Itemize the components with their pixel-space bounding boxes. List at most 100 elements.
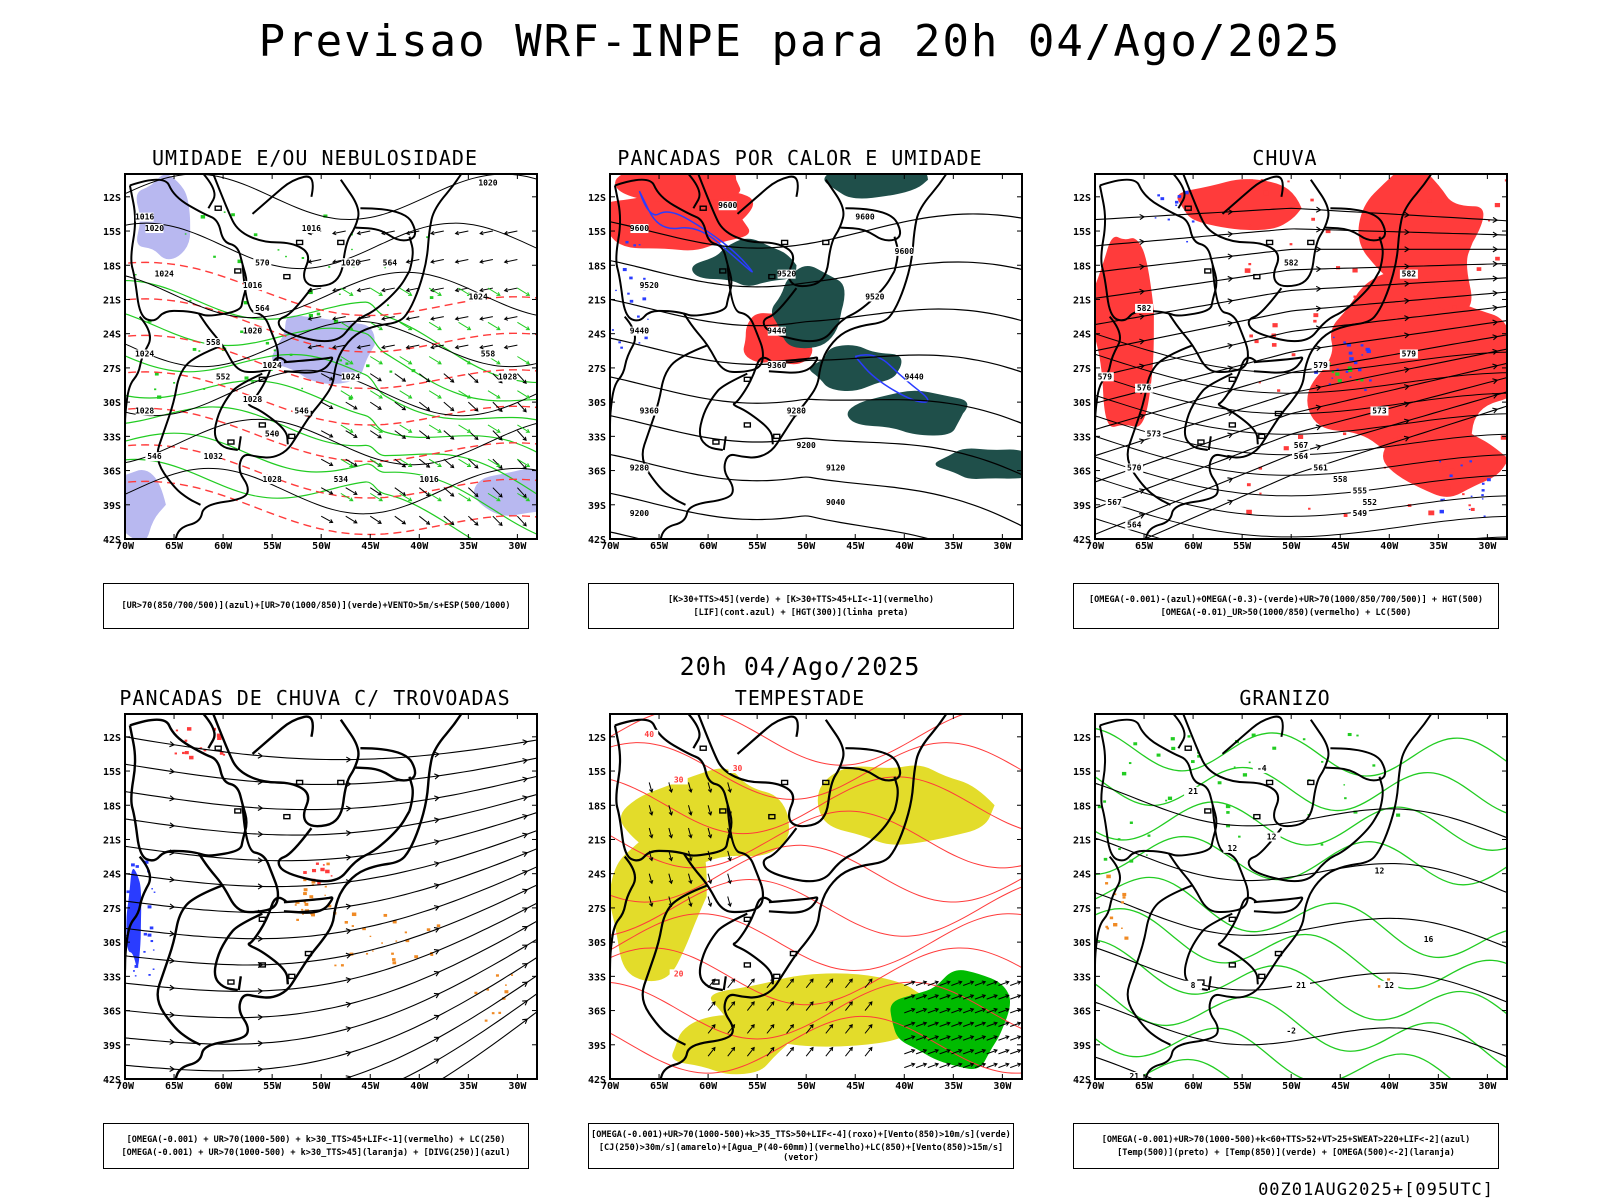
precip-speckle (1442, 466, 1447, 471)
omega-weak-speckle (1460, 464, 1463, 467)
convection-speckle (391, 952, 394, 955)
wind-vector (443, 458, 455, 469)
border-line (893, 776, 899, 812)
humidity-lower-speckle (339, 359, 343, 362)
contour-label: 9440 (630, 327, 649, 336)
atlantic-coastline (659, 174, 948, 539)
wind-vector (517, 401, 527, 413)
contour-label-bg (1125, 1072, 1144, 1079)
streamline-arrowhead (169, 795, 176, 802)
streamline-arrowhead (433, 927, 440, 933)
lif-speckle (638, 342, 641, 344)
wind850-vector (904, 1007, 916, 1014)
lat-tick-label: 27S (1073, 904, 1091, 915)
contour-label: 546 (147, 452, 162, 461)
wind850-vector (648, 873, 654, 885)
precip-speckle (1468, 504, 1471, 507)
omega-weak-speckle (1177, 195, 1182, 198)
lake-shape (743, 376, 752, 383)
humidity-upper-area (125, 470, 166, 539)
wind-vector-green (517, 321, 531, 331)
border-line (697, 714, 845, 828)
streamline-arrowhead (1227, 320, 1234, 327)
omega500-speckle (1113, 922, 1118, 927)
hgt500-contour (1095, 476, 1507, 517)
temp850-speckle (1187, 735, 1191, 738)
thickness-contour (125, 444, 537, 499)
lat-tick-label: 21S (103, 835, 121, 846)
contour-label-bg (302, 224, 321, 234)
border-line (1126, 344, 1194, 506)
contour-label: 552 (216, 372, 231, 381)
wind850-vector (974, 1007, 987, 1014)
lon-tick-label: 60W (214, 1081, 233, 1092)
border-line (1098, 178, 1218, 322)
lon-tick-label: 45W (846, 1081, 865, 1092)
streamline-arrowhead (169, 1065, 176, 1072)
streamline-arrowhead (1492, 231, 1499, 238)
omega-weak-speckle (1439, 509, 1444, 514)
omega-weak-speckle (1470, 495, 1473, 497)
contour-label: 582 (1137, 304, 1152, 313)
streamline (125, 920, 537, 1019)
wind850-vector (974, 1048, 987, 1055)
streamline-arrowhead (522, 981, 529, 987)
wind-vector (307, 316, 322, 321)
lake-shape (227, 979, 235, 985)
convection-speckle (303, 901, 306, 904)
lat-tick-label: 24S (1073, 330, 1091, 341)
wind-vector-green (517, 287, 531, 296)
streamline-arrowhead (522, 925, 529, 932)
humidity-lower-contour (125, 279, 537, 384)
run-timestamp: 00Z01AUG2025+[095UTC] (1258, 1180, 1494, 1200)
contour-label-bg (1144, 429, 1163, 439)
streamline-arrowhead (433, 861, 440, 868)
wind850-vector (939, 1035, 951, 1041)
lon-tick-label: 55W (748, 541, 767, 552)
map-chuva: 582 582 579 579 576 579 573 570 567 564 567 564 561 5… (1073, 173, 1508, 552)
wind850-vector (786, 978, 795, 989)
convection-speckle (395, 940, 398, 942)
humidity-lower-speckle (184, 233, 187, 235)
convection-speckle (294, 904, 297, 906)
humidity-lower-contour (125, 406, 537, 495)
border-line (277, 270, 411, 343)
precip-speckle (1428, 510, 1435, 516)
lon-tick-label: 70W (1086, 1081, 1105, 1092)
contour-label-bg (1419, 935, 1438, 945)
wind-vector (369, 373, 382, 382)
wind850-vector (727, 896, 732, 908)
temp850-speckle (1170, 737, 1175, 741)
wind850-vector (727, 850, 732, 862)
precip-speckle (1393, 323, 1397, 326)
wind-vector (517, 487, 527, 499)
streamline-arrowhead (1227, 499, 1234, 506)
streamline-arrowhead (257, 935, 264, 942)
lat-tick-label: 42S (1073, 535, 1091, 546)
contour-label: 579 (1098, 372, 1113, 381)
wind850-vector (927, 980, 940, 986)
panel-umidade: UMIDADE E/OU NEBULOSIDADE 1016 1020 1024 10… (85, 146, 555, 629)
contour-label-bg (292, 406, 311, 416)
convection-speckle (474, 991, 478, 995)
streamline-arrowhead (433, 970, 440, 977)
contour-label: 9120 (826, 464, 845, 473)
precip-speckle (1343, 513, 1348, 517)
contour-label-bg (214, 372, 233, 382)
lat-tick-label: 33S (103, 432, 121, 443)
wind850-vector (648, 896, 654, 908)
streamline-arrowhead (1404, 297, 1410, 304)
contour-label: 9520 (640, 281, 659, 290)
wind850-vector (707, 1023, 716, 1034)
wind850-vector (951, 1062, 963, 1069)
temp850-speckle (1147, 834, 1151, 837)
contour-label-bg (767, 360, 786, 370)
lon-tick-label: 35W (1429, 541, 1448, 552)
lat-tick-label: 18S (1073, 801, 1091, 812)
lon-tick-label: 55W (1233, 541, 1252, 552)
convection-speckle (369, 935, 372, 938)
wind-vector-green (340, 321, 354, 331)
wind850-vector (986, 1035, 998, 1041)
border-line (213, 912, 263, 992)
lon-tick-label: 40W (895, 541, 914, 552)
